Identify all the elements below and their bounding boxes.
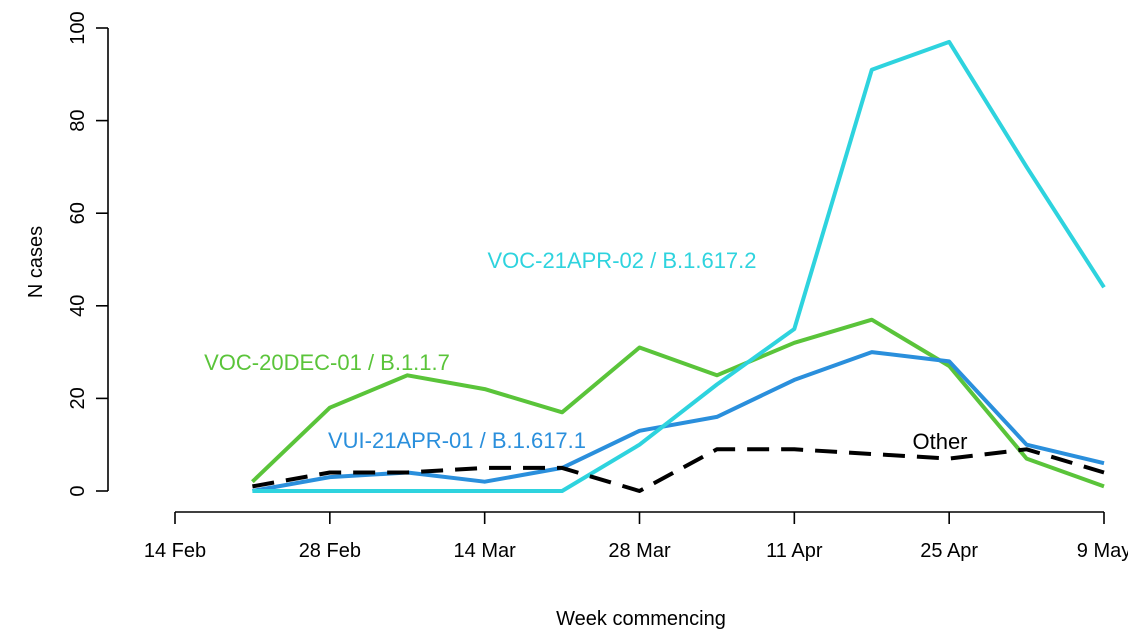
x-tick-label: 14 Feb: [144, 540, 206, 562]
y-tick-label: 100: [67, 11, 89, 44]
series-line-other: [252, 447, 1105, 493]
y-tick-label: 60: [67, 202, 89, 224]
series-label: VOC-20DEC-01 / B.1.1.7: [204, 350, 450, 375]
y-axis-ticks: 0 20 40 60 80 100: [67, 11, 108, 497]
x-tick-label: 25 Apr: [920, 540, 978, 562]
series-labels: VOC-21APR-02 / B.1.617.2 VOC-20DEC-01 / B…: [204, 248, 967, 454]
series-label: VUI-21APR-01 / B.1.617.1: [328, 428, 586, 453]
y-axis-title: N cases: [25, 226, 47, 298]
series-label: Other: [912, 429, 967, 454]
series-lines: [251, 39, 1106, 493]
series-line-voc-20dec-01-b-1-1-7: [251, 317, 1105, 489]
x-tick-label: 14 Mar: [454, 540, 517, 562]
y-tick-label: 80: [67, 109, 89, 131]
series-line-voc-21apr-02-b-1-617-2: [252, 39, 1106, 493]
y-tick-label: 0: [67, 485, 89, 496]
series-label: VOC-21APR-02 / B.1.617.2: [487, 248, 756, 273]
x-tick-label: 28 Mar: [608, 540, 671, 562]
y-tick-label: 40: [67, 295, 89, 317]
y-tick-label: 20: [67, 387, 89, 409]
x-axis-ticks: 14 Feb 28 Feb 14 Mar 28 Mar 11 Apr 25 Apr 9 Ma…: [144, 512, 1128, 562]
x-tick-label: 11 Apr: [766, 540, 823, 562]
x-tick-label: 28 Feb: [299, 540, 361, 562]
x-axis-title: Week commencing: [556, 608, 726, 630]
x-tick-label: 9 May: [1077, 540, 1128, 562]
